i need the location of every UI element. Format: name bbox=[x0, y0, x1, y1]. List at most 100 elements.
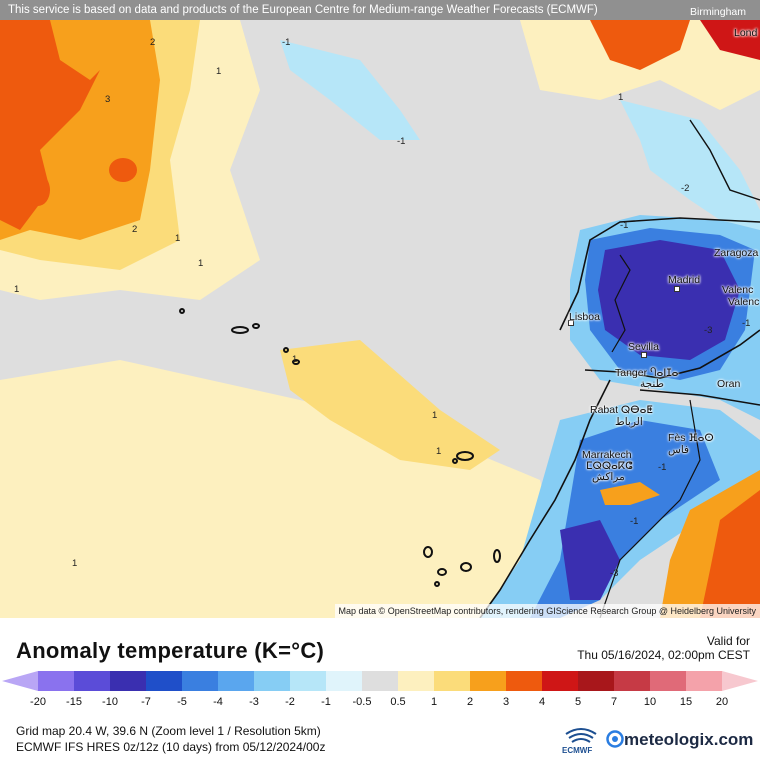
colorbar-tick-label: -10 bbox=[102, 696, 118, 708]
colorbar-tick-label: 5 bbox=[574, 696, 582, 708]
colorbar-segment bbox=[542, 671, 579, 691]
city-label[interactable]: Oran bbox=[717, 378, 741, 390]
warm-band-sw bbox=[0, 360, 560, 618]
city-label[interactable]: Marrakech bbox=[582, 449, 632, 461]
colorbar-segment bbox=[398, 671, 435, 691]
contour-label: 2 bbox=[150, 37, 156, 48]
contour-label: 1 bbox=[14, 284, 20, 295]
colorbar-segment bbox=[38, 671, 75, 691]
color-scale-bar bbox=[2, 671, 758, 691]
colorbar-tick-label: -7 bbox=[141, 696, 151, 708]
colorbar-tick-label: 7 bbox=[610, 696, 618, 708]
city-label[interactable]: Valenc bbox=[728, 296, 760, 308]
contour-label: -3 bbox=[704, 325, 713, 336]
colorbar-segment bbox=[470, 671, 507, 691]
colorbar-tick-label: 10 bbox=[643, 696, 657, 708]
azores-islands bbox=[179, 308, 300, 365]
contour-label: 1 bbox=[72, 558, 78, 569]
ecmwf-attribution: This service is based on data and produc… bbox=[0, 0, 760, 20]
madeira-islands bbox=[452, 451, 474, 464]
canary-islands bbox=[423, 546, 501, 587]
city-label[interactable]: Zaragoza bbox=[714, 247, 759, 259]
colorbar-tick-label: -1 bbox=[321, 696, 331, 708]
city-label[interactable]: الرباط bbox=[615, 416, 643, 428]
colorbar-tick-label: -20 bbox=[30, 696, 46, 708]
legend-panel: Anomaly temperature (K=°C) Valid for Thu… bbox=[0, 618, 760, 760]
city-label[interactable]: Birmingham bbox=[690, 6, 747, 18]
contour-label: -1 bbox=[397, 136, 406, 147]
colorbar-segment bbox=[182, 671, 219, 691]
border-portugal bbox=[611, 254, 631, 353]
colorbar-segment bbox=[290, 671, 327, 691]
meteologix-logo-icon bbox=[606, 730, 624, 748]
warm-spot-red-2 bbox=[26, 174, 50, 206]
city-label[interactable]: Rabat ⵕⴱⴰⵟ bbox=[590, 404, 653, 416]
coastline-morocco bbox=[479, 379, 611, 618]
contour-label: -2 bbox=[681, 183, 690, 194]
city-label[interactable]: Valenc bbox=[722, 284, 754, 296]
cold-area-morocco-inner bbox=[560, 520, 620, 600]
contour-label: 1 bbox=[618, 92, 624, 103]
city-label[interactable]: ⵎⵕⵕⴰⴽⵛ bbox=[586, 460, 633, 472]
coastline-iberia bbox=[559, 217, 760, 331]
colorbar-tick-label: 15 bbox=[679, 696, 693, 708]
colorbar-tick-label: 4 bbox=[538, 696, 546, 708]
colorbar-tick-label: 1 bbox=[430, 696, 438, 708]
ecmwf-logo-icon bbox=[565, 728, 597, 743]
colorbar-tick-label: -15 bbox=[66, 696, 82, 708]
contour-label: 1 bbox=[175, 233, 181, 244]
warm-band-azores bbox=[280, 340, 500, 470]
model-info: ECMWF IFS HRES 0z/12z (10 days) from 05/… bbox=[16, 740, 326, 754]
city-marker bbox=[674, 286, 680, 292]
warm-area-uk-red bbox=[590, 20, 690, 70]
coastline-iberia-south bbox=[584, 329, 760, 379]
cold-area-biscay bbox=[620, 100, 760, 230]
city-label[interactable]: طنجة bbox=[640, 378, 664, 390]
contour-label: -1 bbox=[620, 220, 629, 231]
temperature-anomaly-map[interactable]: This service is based on data and produc… bbox=[0, 0, 760, 618]
contour-label: 2 bbox=[132, 224, 138, 235]
colorbar-tick-label: 20 bbox=[715, 696, 729, 708]
contour-label: 1 bbox=[432, 410, 438, 421]
colorbar-tick-label: 0.5 bbox=[390, 696, 406, 708]
contour-label: 1 bbox=[292, 354, 298, 365]
colorbar-tick-label: -2 bbox=[285, 696, 295, 708]
city-label[interactable]: Sevilla bbox=[628, 341, 659, 353]
contour-label: 3 bbox=[105, 94, 111, 105]
colorbar-tick-label: -3 bbox=[249, 696, 259, 708]
colorbar-tick-label: -4 bbox=[213, 696, 223, 708]
valid-time: Thu 05/16/2024, 02:00pm CEST bbox=[577, 648, 750, 662]
city-label[interactable]: مراكش bbox=[592, 471, 625, 483]
city-label[interactable]: Lond bbox=[734, 27, 758, 39]
city-label[interactable]: Madrid bbox=[668, 274, 701, 286]
warm-spot-atlas bbox=[600, 482, 660, 505]
city-label[interactable]: Tanger Ⴄⴰⵏⵊⴰ bbox=[615, 367, 679, 379]
colorbar-segment bbox=[506, 671, 543, 691]
colorbar-max-arrow bbox=[722, 671, 758, 691]
city-label[interactable]: فاس bbox=[668, 444, 690, 456]
brand-link[interactable]: meteologix.com bbox=[606, 730, 753, 750]
valid-label: Valid for bbox=[706, 634, 750, 648]
colorbar-segment bbox=[362, 671, 399, 691]
colorbar-segment bbox=[326, 671, 363, 691]
contour-label: -1 bbox=[282, 37, 291, 48]
colorbar-segment bbox=[74, 671, 111, 691]
contour-label: 1 bbox=[436, 446, 442, 457]
colorbar-segment bbox=[578, 671, 615, 691]
coastline-north-africa bbox=[639, 389, 760, 406]
contour-label: -1 bbox=[630, 516, 639, 527]
colorbar-segment bbox=[614, 671, 651, 691]
border-algeria bbox=[599, 399, 701, 618]
colorbar-tick-label: 3 bbox=[502, 696, 510, 708]
city-label[interactable]: Fès ⴼⴰⵙ bbox=[668, 432, 714, 444]
cold-area-iberia-inner bbox=[598, 240, 740, 360]
map-canvas bbox=[0, 20, 760, 618]
colorbar-segment bbox=[686, 671, 723, 691]
coastline-france bbox=[689, 119, 760, 201]
ecmwf-label: ECMWF bbox=[562, 746, 593, 755]
city-marker bbox=[641, 352, 647, 358]
warm-spot-red bbox=[109, 158, 137, 182]
city-label[interactable]: Lisboa bbox=[569, 311, 600, 323]
brand-text: meteologix.com bbox=[624, 730, 754, 749]
contour-label: 1 bbox=[198, 258, 204, 269]
